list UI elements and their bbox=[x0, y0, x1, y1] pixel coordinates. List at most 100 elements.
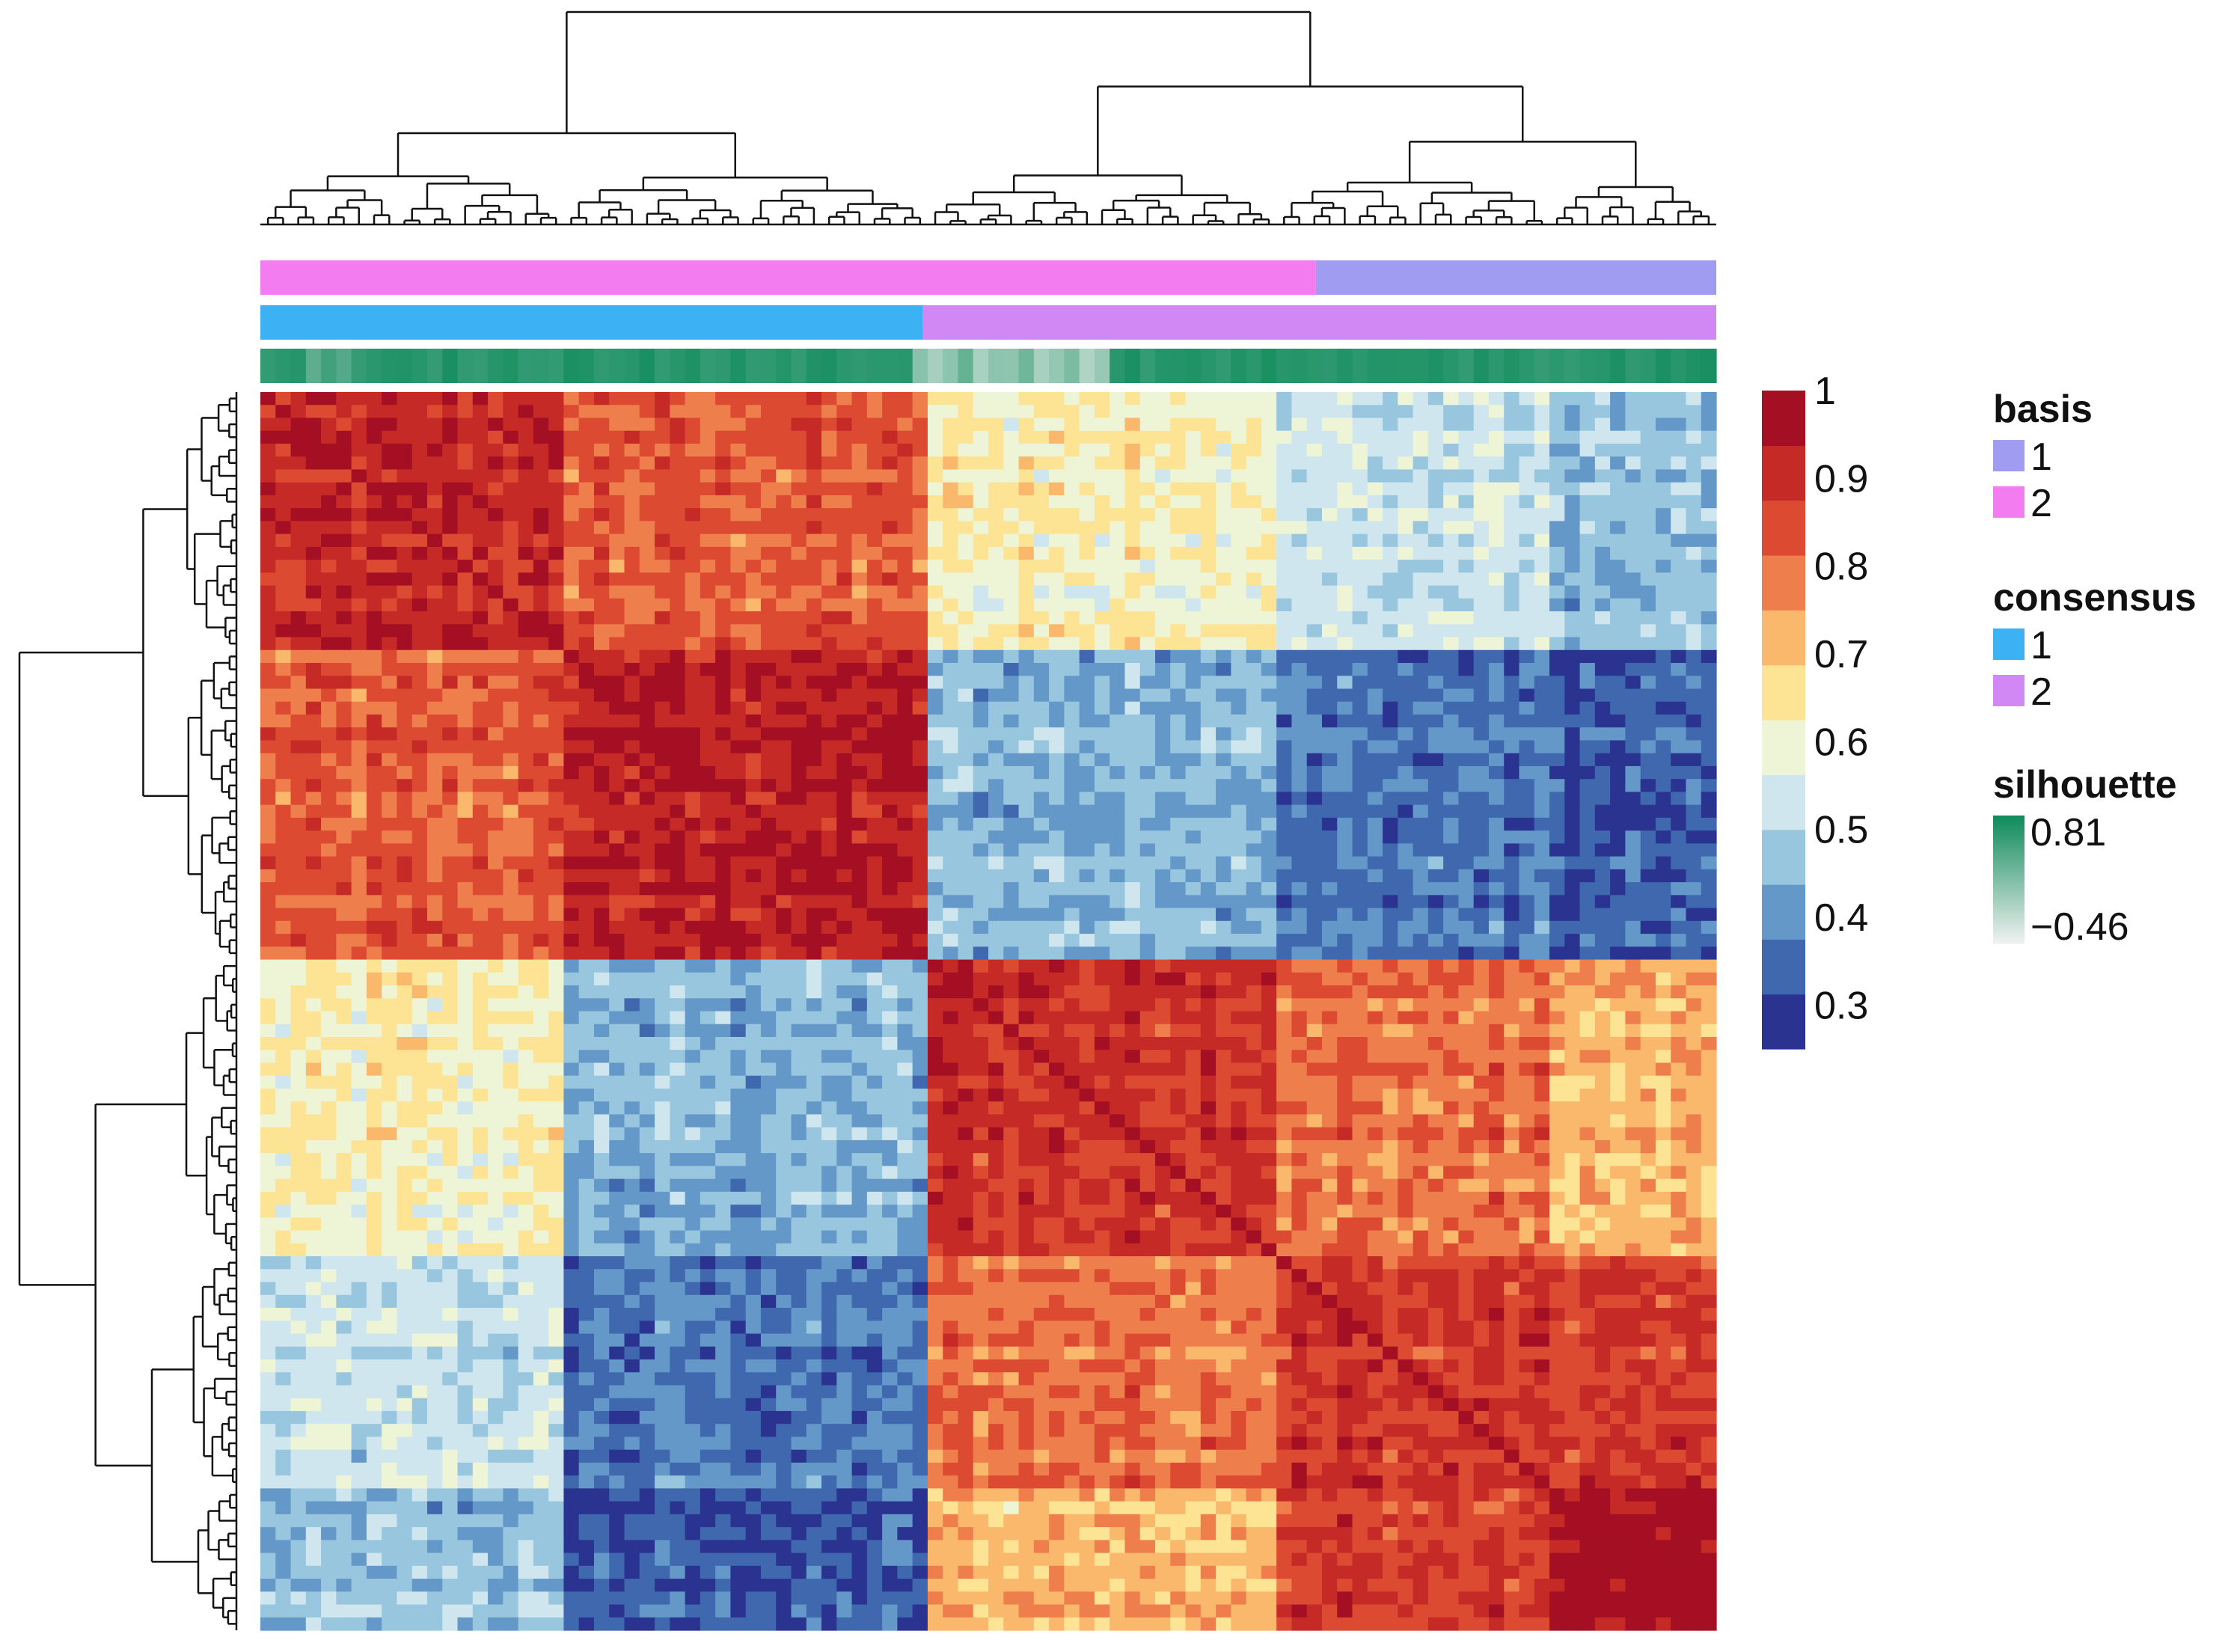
heatmap-cell bbox=[1352, 765, 1368, 780]
heatmap-cell bbox=[563, 482, 580, 496]
heatmap-cell bbox=[1398, 946, 1414, 961]
heatmap-cell bbox=[943, 920, 959, 934]
heatmap-cell bbox=[593, 895, 610, 909]
heatmap-cell bbox=[548, 560, 565, 573]
heatmap-cell bbox=[1079, 856, 1095, 870]
heatmap-cell bbox=[821, 817, 837, 831]
heatmap-cell bbox=[1504, 792, 1520, 806]
heatmap-cell bbox=[1094, 753, 1110, 767]
heatmap-cell bbox=[1231, 585, 1247, 599]
heatmap-cell bbox=[1625, 482, 1641, 496]
heatmap-cell bbox=[1443, 869, 1459, 883]
heatmap-cell bbox=[1200, 521, 1217, 535]
heatmap-cell bbox=[593, 934, 610, 947]
heatmap-cell bbox=[700, 753, 716, 767]
heatmap-cell bbox=[1094, 688, 1110, 703]
heatmap-cell bbox=[1321, 456, 1338, 471]
heatmap-cell bbox=[1594, 740, 1611, 754]
heatmap-cell bbox=[1458, 585, 1475, 599]
heatmap-cell bbox=[1216, 676, 1231, 690]
heatmap-cell bbox=[1534, 753, 1550, 767]
heatmap-cell bbox=[472, 934, 489, 947]
heatmap-cell bbox=[1519, 546, 1535, 560]
heatmap-cell bbox=[1427, 908, 1444, 922]
heatmap-cell bbox=[730, 959, 747, 973]
heatmap-cell bbox=[457, 869, 474, 883]
heatmap-cell bbox=[1049, 533, 1065, 548]
heatmap-cell bbox=[1488, 663, 1505, 676]
heatmap-cell bbox=[1488, 882, 1505, 896]
annotation-silhouette-cell bbox=[1427, 349, 1444, 383]
heatmap-cell bbox=[1124, 392, 1141, 406]
heatmap-cell bbox=[973, 714, 989, 728]
heatmap-cell bbox=[1124, 934, 1141, 947]
heatmap-cell bbox=[1337, 869, 1353, 883]
heatmap-cell bbox=[700, 649, 716, 664]
heatmap-cell bbox=[836, 946, 853, 961]
heatmap-cell bbox=[578, 405, 595, 419]
annotation-silhouette-cell bbox=[685, 349, 701, 383]
heatmap-cell bbox=[1519, 430, 1535, 444]
heatmap-cell bbox=[670, 482, 686, 496]
heatmap-cell bbox=[655, 649, 670, 664]
heatmap-cell bbox=[912, 637, 928, 651]
heatmap-cell bbox=[1655, 882, 1671, 896]
heatmap-cell bbox=[1124, 546, 1141, 560]
heatmap-cell bbox=[426, 753, 443, 767]
heatmap-cell bbox=[1306, 804, 1323, 819]
heatmap-cell bbox=[260, 456, 276, 471]
heatmap-cell bbox=[1610, 843, 1626, 857]
heatmap-cell bbox=[1094, 908, 1110, 922]
heatmap-cell bbox=[1701, 521, 1717, 535]
heatmap-cell bbox=[1291, 560, 1308, 573]
heatmap-cell bbox=[305, 830, 322, 844]
heatmap-cell bbox=[1018, 701, 1035, 715]
heatmap-cell bbox=[1579, 843, 1596, 857]
heatmap-cell bbox=[958, 779, 974, 793]
heatmap-cell bbox=[533, 521, 549, 535]
heatmap-cell bbox=[1367, 946, 1383, 961]
heatmap-cell bbox=[488, 495, 504, 509]
heatmap-cell bbox=[1337, 405, 1353, 419]
heatmap-cell bbox=[411, 456, 428, 471]
heatmap-cell bbox=[821, 779, 837, 793]
heatmap-cell bbox=[1413, 676, 1429, 690]
heatmap-cell bbox=[1443, 856, 1459, 870]
heatmap-cell bbox=[1049, 895, 1065, 909]
annotation-silhouette-cell bbox=[1579, 349, 1596, 383]
heatmap-cell bbox=[397, 469, 413, 483]
heatmap-cell bbox=[912, 405, 928, 419]
heatmap-cell bbox=[1534, 546, 1550, 560]
heatmap-cell bbox=[685, 392, 701, 406]
heatmap-cell bbox=[685, 572, 701, 587]
heatmap-cell bbox=[1564, 817, 1581, 831]
heatmap-cell bbox=[563, 417, 580, 432]
heatmap-cell bbox=[1139, 920, 1156, 934]
heatmap-cell bbox=[1549, 843, 1565, 857]
heatmap-cell bbox=[882, 753, 898, 767]
heatmap-cell bbox=[1064, 830, 1080, 844]
heatmap-cell bbox=[351, 508, 367, 521]
heatmap-cell bbox=[1367, 663, 1383, 676]
heatmap-cell bbox=[791, 740, 807, 754]
heatmap-cell bbox=[397, 934, 413, 947]
heatmap-cell bbox=[1655, 521, 1671, 535]
heatmap-cell bbox=[397, 521, 413, 535]
heatmap-cell bbox=[609, 920, 625, 934]
heatmap-cell bbox=[639, 649, 655, 664]
heatmap-cell bbox=[1671, 624, 1687, 638]
heatmap-cell bbox=[533, 392, 549, 406]
heatmap-cell bbox=[1064, 688, 1080, 703]
heatmap-cell bbox=[943, 624, 959, 638]
heatmap-cell bbox=[1488, 934, 1505, 947]
heatmap-cell bbox=[1564, 663, 1581, 676]
heatmap-cell bbox=[1231, 521, 1247, 535]
heatmap-cell bbox=[836, 869, 853, 883]
heatmap-cell bbox=[1185, 430, 1202, 444]
heatmap-cell bbox=[1488, 753, 1505, 767]
heatmap-cell bbox=[791, 765, 807, 780]
heatmap-cell bbox=[715, 482, 731, 496]
heatmap-cell bbox=[1458, 598, 1475, 612]
heatmap-cell bbox=[1018, 676, 1035, 690]
annotation-silhouette-cell bbox=[1488, 349, 1505, 383]
